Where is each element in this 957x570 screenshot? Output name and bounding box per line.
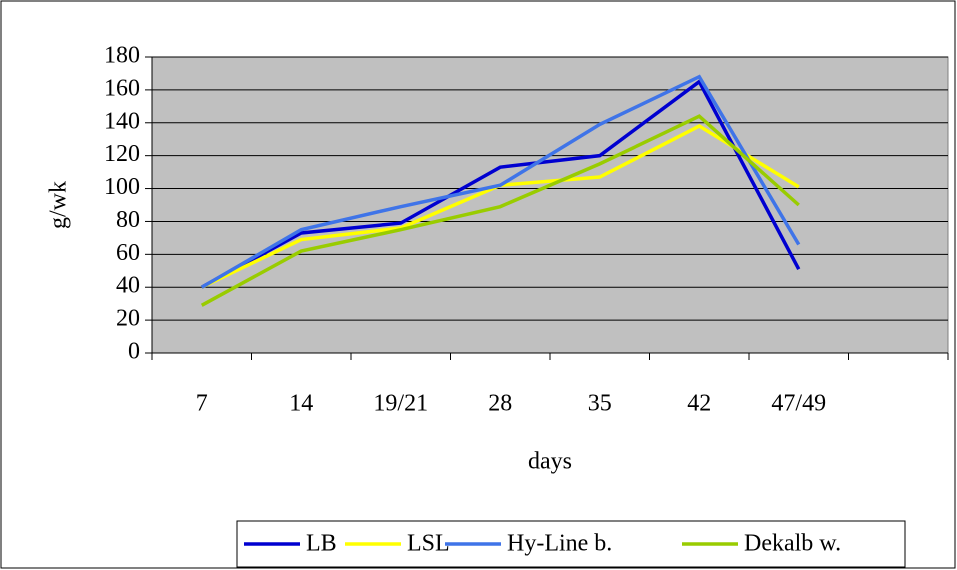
x-tick-label: 28 bbox=[488, 391, 512, 417]
x-tick-label: 35 bbox=[588, 391, 612, 417]
plot-area bbox=[151, 56, 949, 354]
x-tick-label: 47/49 bbox=[771, 391, 826, 417]
y-tick-label: 100 bbox=[104, 174, 140, 200]
legend-label: Dekalb w. bbox=[744, 531, 841, 557]
y-tick-label: 20 bbox=[116, 306, 140, 332]
y-axis-label: g/wk bbox=[46, 181, 72, 229]
legend-label: LSL bbox=[407, 531, 450, 557]
legend-label: Hy-Line b. bbox=[507, 531, 612, 557]
series-line bbox=[200, 74, 801, 289]
x-tick-label: 14 bbox=[289, 391, 313, 417]
x-axis-label: days bbox=[528, 449, 572, 475]
y-tick-label: 80 bbox=[116, 207, 140, 233]
legend-label: LB bbox=[306, 531, 337, 557]
series-line bbox=[200, 79, 801, 289]
y-tick-label: 140 bbox=[104, 108, 140, 134]
x-tick-label: 7 bbox=[196, 391, 208, 417]
y-tick-label: 160 bbox=[104, 75, 140, 101]
y-tick-label: 0 bbox=[128, 339, 140, 365]
x-tick-label: 19/21 bbox=[373, 391, 428, 417]
x-tick-label: 42 bbox=[687, 391, 711, 417]
y-tick-label: 60 bbox=[116, 240, 140, 266]
y-tick-label: 120 bbox=[104, 141, 140, 167]
y-tick-label: 40 bbox=[116, 273, 140, 299]
series-line bbox=[200, 114, 800, 307]
y-tick-label: 180 bbox=[104, 43, 140, 69]
